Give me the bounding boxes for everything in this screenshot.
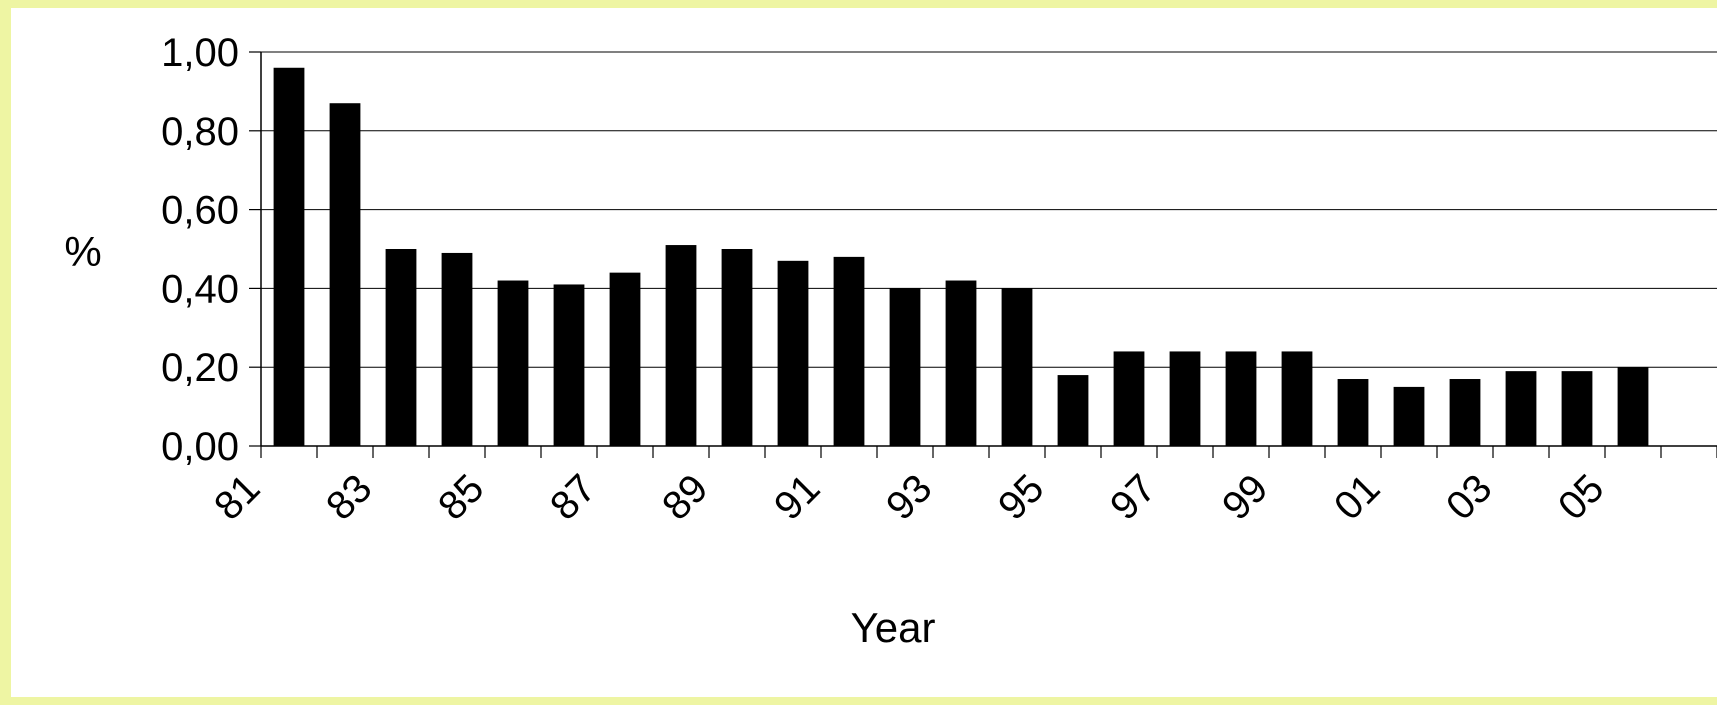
bar (441, 252, 473, 446)
x-tick-label: 83 (318, 466, 381, 529)
bar (553, 284, 585, 446)
bar (1113, 351, 1145, 446)
bar (1057, 375, 1089, 446)
bar (833, 256, 865, 446)
bar (497, 280, 529, 446)
bar (385, 249, 417, 446)
y-axis-title: % (64, 228, 101, 275)
x-tick-label: 05 (1550, 466, 1613, 529)
bar (665, 245, 697, 446)
bar (1225, 351, 1257, 446)
bar (329, 103, 361, 446)
bar (1337, 379, 1369, 446)
x-tick-label: 81 (206, 466, 269, 529)
bar (889, 288, 921, 446)
bar (1617, 367, 1649, 446)
x-tick-label: 99 (1214, 466, 1277, 529)
x-tick-label: 91 (766, 466, 829, 529)
x-tick-label: 03 (1438, 466, 1501, 529)
x-tick-label: 97 (1102, 466, 1165, 529)
y-tick-label: 0,00 (161, 425, 239, 469)
bar (1281, 351, 1313, 446)
bars (273, 67, 1649, 446)
x-tick-label: 87 (542, 466, 605, 529)
x-tick-label: 93 (878, 466, 941, 529)
chart-frame: 0,00 0,20 0,40 0,60 0,80 1,00 81 83 85 87 89 91 93 9… (11, 8, 1717, 697)
y-axis-ticks (249, 51, 261, 447)
bar (721, 249, 753, 446)
x-tick-label: 95 (990, 466, 1053, 529)
bar (1505, 371, 1537, 446)
x-axis-ticks (260, 446, 1717, 458)
bar (609, 272, 641, 446)
x-axis-tick-labels: 81 83 85 87 89 91 93 95 97 99 01 03 05 (206, 466, 1613, 529)
bar (1561, 371, 1593, 446)
y-tick-label: 0,80 (161, 110, 239, 154)
bar (1169, 351, 1201, 446)
x-tick-label: 85 (430, 466, 493, 529)
x-tick-label: 89 (654, 466, 717, 529)
bar-chart: 0,00 0,20 0,40 0,60 0,80 1,00 81 83 85 87 89 91 93 9… (64, 31, 1717, 651)
y-tick-label: 1,00 (161, 31, 239, 75)
y-axis-tick-labels: 0,00 0,20 0,40 0,60 0,80 1,00 (161, 31, 239, 469)
y-tick-label: 0,20 (161, 346, 239, 390)
bar (273, 67, 305, 446)
y-tick-label: 0,40 (161, 267, 239, 311)
bar (945, 280, 977, 446)
grid-lines (261, 51, 1717, 368)
x-axis-title: Year (851, 604, 936, 651)
y-tick-label: 0,60 (161, 189, 239, 233)
bar (1449, 379, 1481, 446)
x-tick-label: 01 (1326, 466, 1389, 529)
bar (777, 260, 809, 446)
bar (1001, 288, 1033, 446)
bar (1393, 386, 1425, 446)
